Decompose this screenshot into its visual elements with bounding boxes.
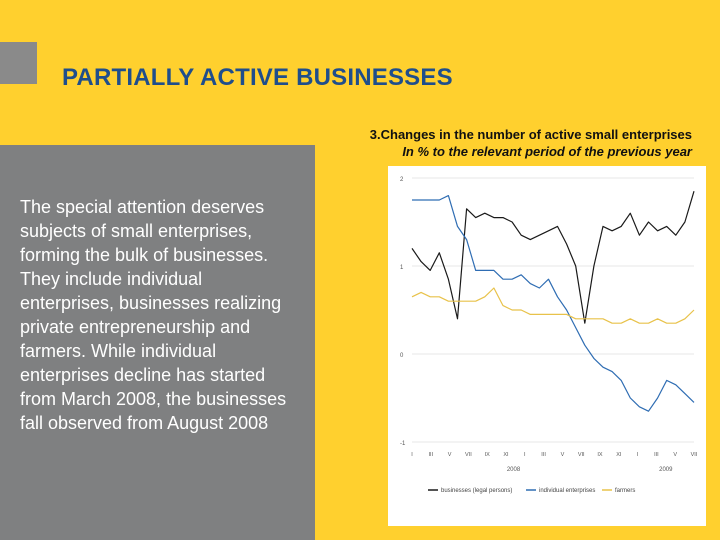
slide-title: PARTIALLY ACTIVE BUSINESSES: [62, 64, 453, 91]
x-tick-label: XI: [503, 452, 509, 458]
series-line-2: [411, 287, 695, 324]
series-line-1: [412, 195, 695, 412]
x-tick-label: V: [448, 452, 452, 458]
line-chart: 210-1I III V VII IX XI I III V VII IX XI I III V VII200…: [400, 177, 698, 494]
left-panel: [0, 145, 315, 540]
body-text-highlight: small enterprises: [111, 221, 248, 241]
body-text-part1: The special attention deserves subjects …: [20, 197, 265, 241]
legend-label: individual enterprises: [539, 488, 595, 494]
chart-heading-main: 3.Changes in the number of active small …: [369, 127, 692, 142]
x-tick-label: V: [561, 452, 565, 458]
x-tick-label: III: [654, 452, 659, 458]
legend-label: businesses (legal persons): [441, 488, 512, 494]
chart-heading: 3.Changes in the number of active small …: [370, 126, 692, 160]
chart-container: 2 1 0 -1 I III V VII IX XI I III V VII IX XI I III V VII 200…: [388, 166, 706, 526]
page-number: 5: [706, 520, 714, 536]
x-tick-label: I: [524, 452, 526, 458]
x-tick-label: VII: [465, 452, 472, 458]
x-tick-label: I: [637, 452, 639, 458]
body-text: The special attention deserves subjects …: [20, 195, 295, 435]
body-text-part3: , forming the bulk of businesses. They i…: [20, 221, 287, 433]
x-tick-label: VII: [578, 452, 585, 458]
x-tick-label: XI: [616, 452, 622, 458]
year-label: 2008: [507, 467, 521, 473]
y-tick-label: 1: [400, 265, 404, 271]
legend-label: farmers: [615, 488, 635, 494]
chart-heading-sub: In % to the relevant period of the previ…: [402, 144, 692, 159]
y-tick-label: -1: [400, 441, 406, 447]
accent-square: [0, 42, 37, 84]
series-line-0: [411, 191, 695, 324]
x-tick-label: IX: [485, 452, 491, 458]
y-tick-label: 0: [400, 353, 404, 359]
x-tick-label: III: [429, 452, 434, 458]
x-tick-label: VII: [691, 452, 698, 458]
year-label: 2009: [659, 467, 673, 473]
y-tick-label: 2: [400, 177, 404, 183]
x-tick-label: V: [673, 452, 677, 458]
x-tick-label: I: [411, 452, 413, 458]
x-tick-label: IX: [597, 452, 603, 458]
x-tick-label: III: [541, 452, 546, 458]
